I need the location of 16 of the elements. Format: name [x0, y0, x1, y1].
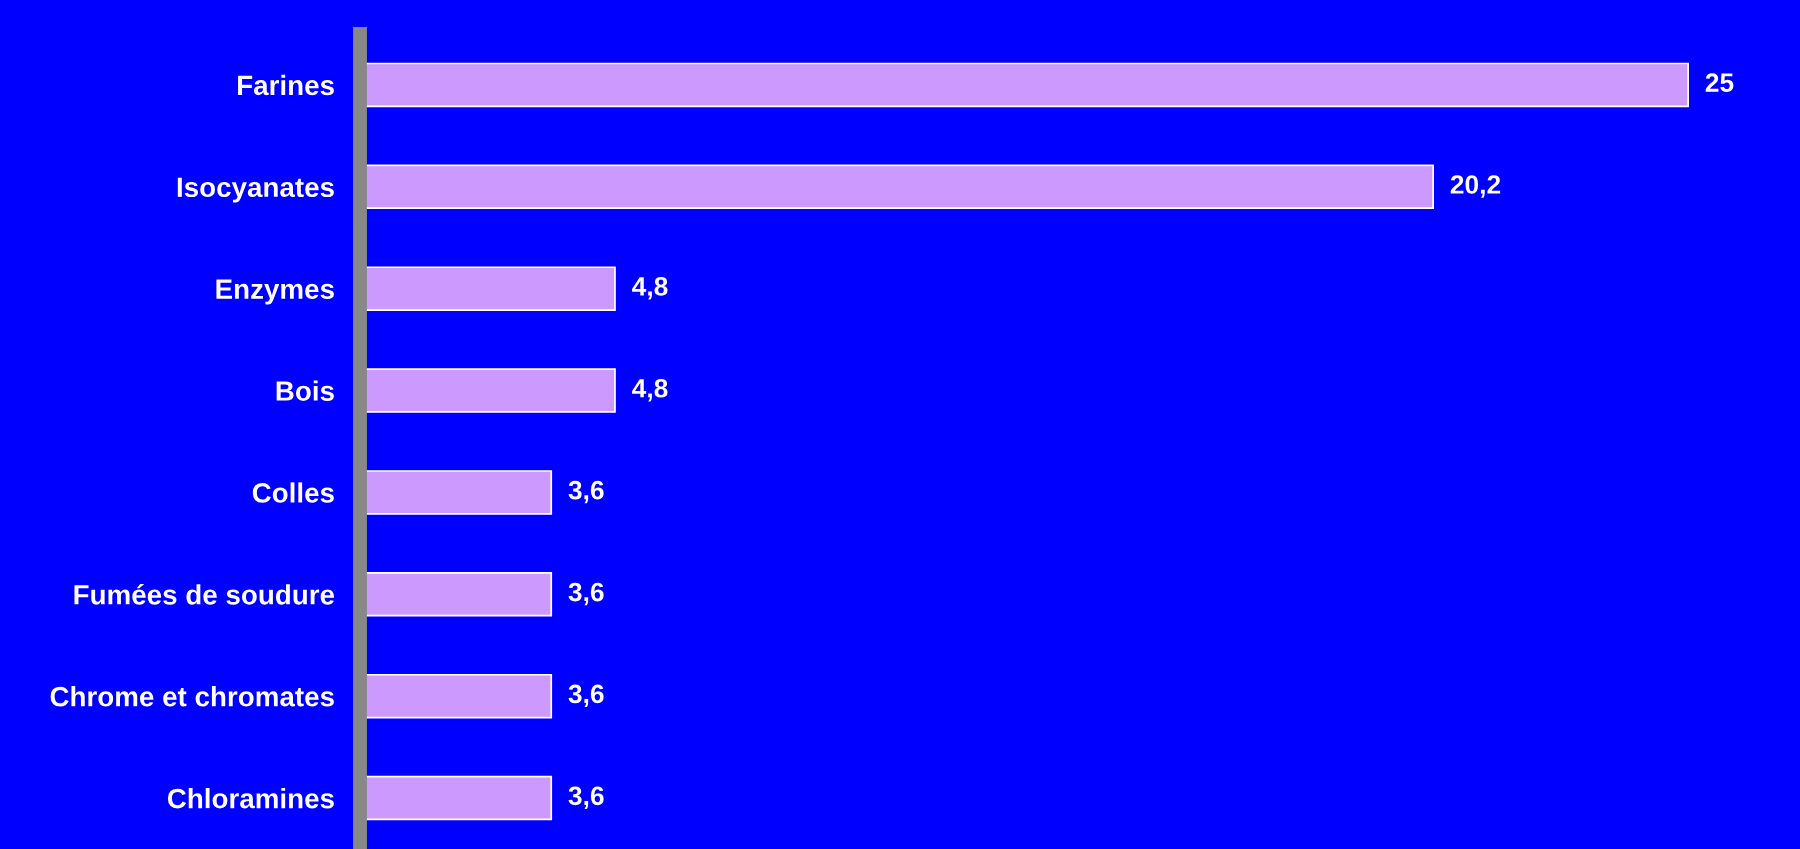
- y-tick-label: Chloramines: [167, 787, 334, 809]
- data-label: 25: [1705, 73, 1734, 92]
- y-tick-label: Isocyanates: [177, 177, 334, 203]
- data-label: 4,8: [632, 277, 668, 300]
- y-tick-label: Colles: [252, 482, 334, 503]
- data-label: 3,6: [568, 582, 604, 606]
- y-tick-label: Chrome et chromates: [50, 686, 334, 707]
- data-label: 4,8: [632, 378, 668, 402]
- data-label: 3,6: [568, 786, 604, 809]
- y-tick-label: Enzymes: [216, 279, 334, 305]
- data-label: 3,6: [568, 480, 604, 504]
- y-tick-label: Bois: [276, 380, 334, 401]
- data-label: 3,6: [568, 684, 604, 708]
- y-tick-label: Farines: [238, 74, 334, 96]
- data-label: 20,2: [1450, 175, 1501, 198]
- y-tick-label: Fumées de soudure: [74, 583, 335, 605]
